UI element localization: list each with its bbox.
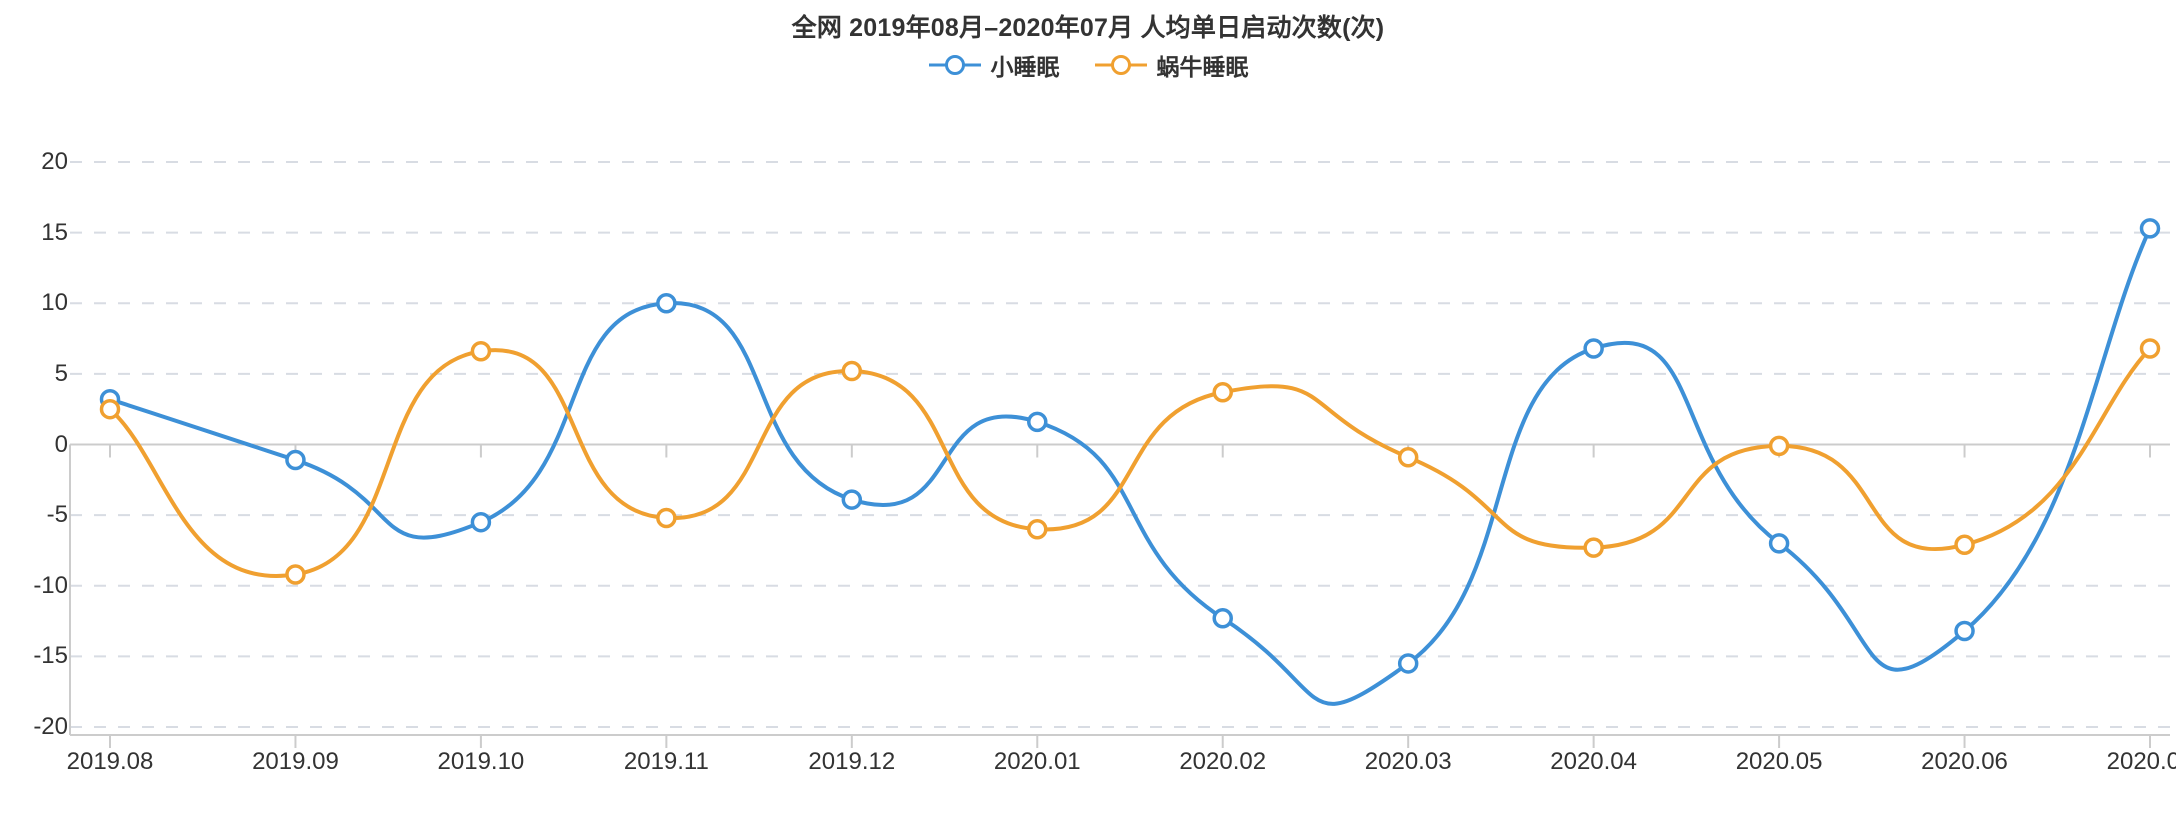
data-point[interactable]: [99, 398, 121, 420]
data-point[interactable]: [1583, 338, 1604, 359]
x-tick-label: 2019.11: [623, 748, 709, 775]
legend-label-1: 蜗牛睡眠: [1156, 54, 1249, 80]
data-point[interactable]: [1212, 607, 1233, 629]
chart-title: 全网 2019年08月–2020年07月 人均单日启动次数(次): [791, 14, 1385, 42]
x-tick-label: 2020.03: [1364, 748, 1452, 775]
data-point[interactable]: [1583, 537, 1604, 558]
data-point[interactable]: [285, 564, 306, 585]
x-tick-label: 2019.09: [252, 748, 339, 775]
data-point[interactable]: [1954, 534, 1975, 556]
legend-item-0[interactable]: 小睡眠: [928, 48, 1060, 82]
data-point[interactable]: [1212, 381, 1233, 403]
chart-legend: 小睡眠 蜗牛睡眠: [0, 48, 2176, 82]
y-tick-label: 10: [41, 289, 68, 317]
x-tick-label: 2020.05: [1735, 748, 1823, 775]
y-tick-label: -5: [46, 501, 68, 529]
x-tick-label: 2020.02: [1179, 748, 1267, 775]
data-point[interactable]: [841, 489, 863, 510]
legend-item-1[interactable]: 蜗牛睡眠: [1094, 48, 1249, 82]
data-point[interactable]: [656, 293, 677, 314]
data-point[interactable]: [2139, 338, 2161, 359]
legend-marker-line-circle-icon: [1094, 55, 1147, 75]
x-tick-label: 2020.04: [1550, 748, 1638, 775]
data-point[interactable]: [841, 360, 863, 382]
data-point[interactable]: [285, 449, 306, 471]
legend-label-0: 小睡眠: [990, 54, 1060, 80]
data-point[interactable]: [1954, 620, 1975, 642]
x-tick-label: 2019.12: [808, 748, 896, 775]
data-point[interactable]: [1768, 533, 1790, 554]
x-tick-label: 2020.06: [1921, 748, 2008, 775]
y-tick-label: 0: [54, 430, 68, 458]
y-tick-label: -15: [33, 642, 68, 670]
y-tick-label: 15: [41, 218, 68, 246]
x-tick-label: 2019.10: [437, 748, 525, 775]
data-point[interactable]: [656, 507, 677, 529]
data-point[interactable]: [470, 511, 492, 533]
data-point[interactable]: [1027, 519, 1048, 540]
legend-marker-line-circle-icon: [928, 55, 981, 75]
x-tick-label: 2019.08: [66, 748, 154, 775]
series-0: [99, 218, 2161, 706]
data-point[interactable]: [1397, 653, 1419, 674]
data-point[interactable]: [1397, 446, 1419, 468]
series-1: [99, 338, 2161, 585]
x-tick-label: 2020.07: [2106, 748, 2176, 775]
y-tick-label: -10: [33, 571, 68, 599]
y-tick-label: 5: [54, 359, 68, 387]
data-point[interactable]: [1768, 435, 1790, 457]
x-tick-label: 2020.01: [993, 748, 1081, 775]
data-point[interactable]: [470, 341, 492, 362]
data-point[interactable]: [1027, 411, 1048, 433]
data-point[interactable]: [2139, 218, 2161, 239]
y-tick-label: 20: [41, 148, 68, 175]
y-tick-label: -20: [33, 713, 68, 740]
